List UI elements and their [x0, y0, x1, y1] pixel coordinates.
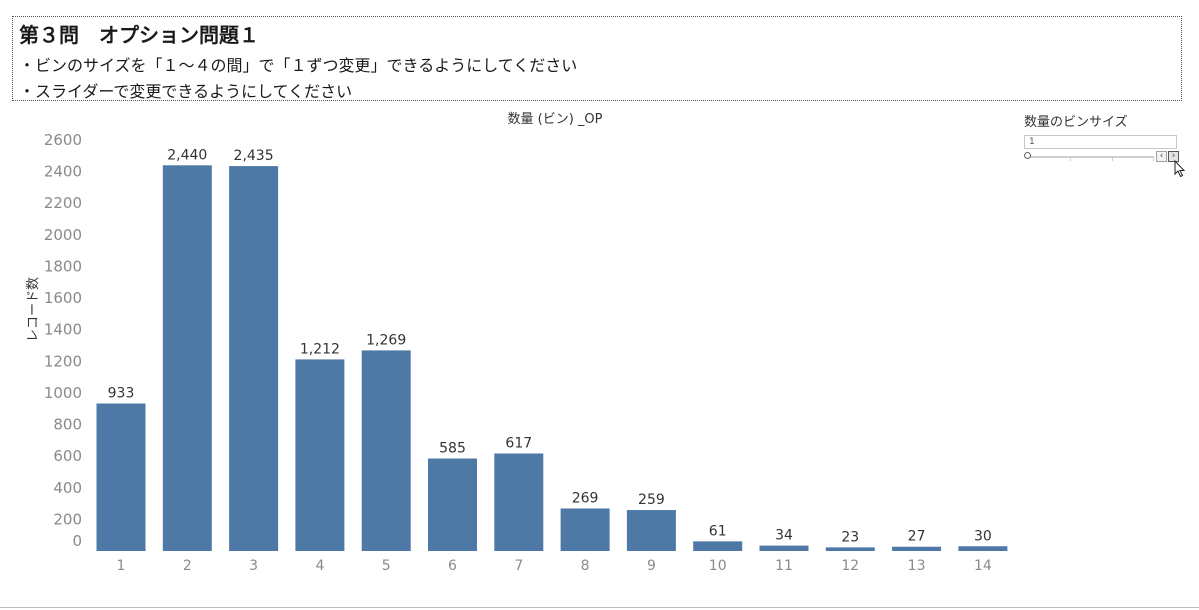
- y-tick-label: 2400: [44, 163, 82, 181]
- question-box: 第３問 オプション問題１ ・ビンのサイズを「１～４の間」で「１ずつ変更」できるよ…: [12, 16, 1182, 101]
- question-line-1: ・ビンのサイズを「１～４の間」で「１ずつ変更」できるようにしてください: [19, 56, 578, 75]
- next-button[interactable]: ›: [1168, 151, 1179, 162]
- x-tick-label: 7: [514, 558, 523, 574]
- y-tick-label: 1800: [44, 257, 82, 275]
- y-tick-label: 1400: [44, 321, 82, 339]
- bar-chart: 0 200 400 600 800 1000 1200 1400 1600 1800 2000 220…: [44, 131, 1008, 574]
- bar: [361, 350, 411, 551]
- bottom-divider: [0, 607, 1199, 608]
- y-tick-label: 1000: [44, 384, 82, 402]
- slider-row: ‹ ›: [1024, 151, 1184, 165]
- x-tick-label: 9: [647, 558, 656, 574]
- y-tick-label: 600: [53, 447, 82, 465]
- x-tick-label: 3: [249, 558, 258, 574]
- bin-size-input[interactable]: 1: [1024, 135, 1177, 149]
- x-tick-label: 2: [183, 558, 192, 574]
- data-label: 61: [709, 523, 727, 539]
- bar: [162, 165, 212, 552]
- y-tick-label: 200: [53, 510, 82, 528]
- slider-tick: [1153, 158, 1154, 161]
- bar: [229, 166, 279, 551]
- data-label: 30: [974, 528, 992, 544]
- x-tick-label: 6: [448, 558, 457, 574]
- slider-tick: [1112, 158, 1113, 161]
- x-tick-label: 12: [841, 558, 859, 574]
- data-label: 933: [108, 386, 135, 402]
- data-label: 1,212: [300, 341, 340, 357]
- y-tick-label: 1200: [44, 352, 82, 370]
- data-label: 27: [908, 529, 926, 545]
- bar: [494, 453, 544, 551]
- x-tick-label: 4: [315, 558, 324, 574]
- x-tick-label: 14: [974, 558, 992, 574]
- question-line-2: ・スライダーで変更できるようにしてください: [19, 82, 353, 101]
- mouse-cursor-icon: [1174, 160, 1186, 178]
- bar: [759, 545, 809, 551]
- data-label: 585: [439, 441, 466, 457]
- bar: [693, 541, 743, 551]
- y-tick-label: 800: [53, 416, 82, 434]
- data-label: 2,440: [167, 147, 207, 163]
- x-tick-label: 5: [382, 558, 391, 574]
- y-tick-label: 2000: [44, 226, 82, 244]
- y-tick-label: 400: [53, 479, 82, 497]
- bar: [892, 546, 942, 551]
- data-label: 2,435: [234, 148, 274, 164]
- y-tick-label: 0: [72, 532, 82, 550]
- bar: [958, 546, 1008, 551]
- data-label: 259: [638, 492, 665, 508]
- question-title: 第３問 オプション問題１: [19, 23, 259, 47]
- bin-size-slider-panel: 数量のビンサイズ 1 ‹ ›: [1024, 111, 1184, 165]
- x-tick-label: 10: [709, 558, 727, 574]
- y-tick-label: 2600: [44, 131, 82, 149]
- x-tick-label: 13: [908, 558, 926, 574]
- data-label: 1,269: [366, 332, 406, 348]
- x-tick-label: 1: [117, 558, 126, 574]
- slider-title: 数量のビンサイズ: [1024, 115, 1128, 130]
- chart-title: 数量 (ビン) _OP: [507, 112, 603, 127]
- bar: [96, 403, 146, 551]
- bar: [825, 547, 875, 551]
- data-label: 617: [505, 435, 532, 451]
- bar: [295, 359, 345, 551]
- bar: [428, 458, 477, 551]
- bar: [626, 510, 676, 551]
- data-label: 23: [841, 529, 859, 545]
- data-label: 269: [572, 490, 599, 506]
- y-tick-label: 1600: [44, 289, 82, 307]
- previous-button[interactable]: ‹: [1156, 151, 1167, 162]
- slider-track[interactable]: [1028, 156, 1154, 158]
- y-tick-label: 2200: [44, 194, 82, 212]
- bar: [560, 508, 610, 551]
- data-label: 34: [775, 528, 793, 544]
- y-axis-label: レコード数: [26, 276, 41, 342]
- slider-tick: [1070, 158, 1071, 161]
- slider-thumb[interactable]: [1024, 152, 1031, 159]
- x-tick-label: 11: [775, 558, 793, 574]
- x-tick-label: 8: [581, 558, 590, 574]
